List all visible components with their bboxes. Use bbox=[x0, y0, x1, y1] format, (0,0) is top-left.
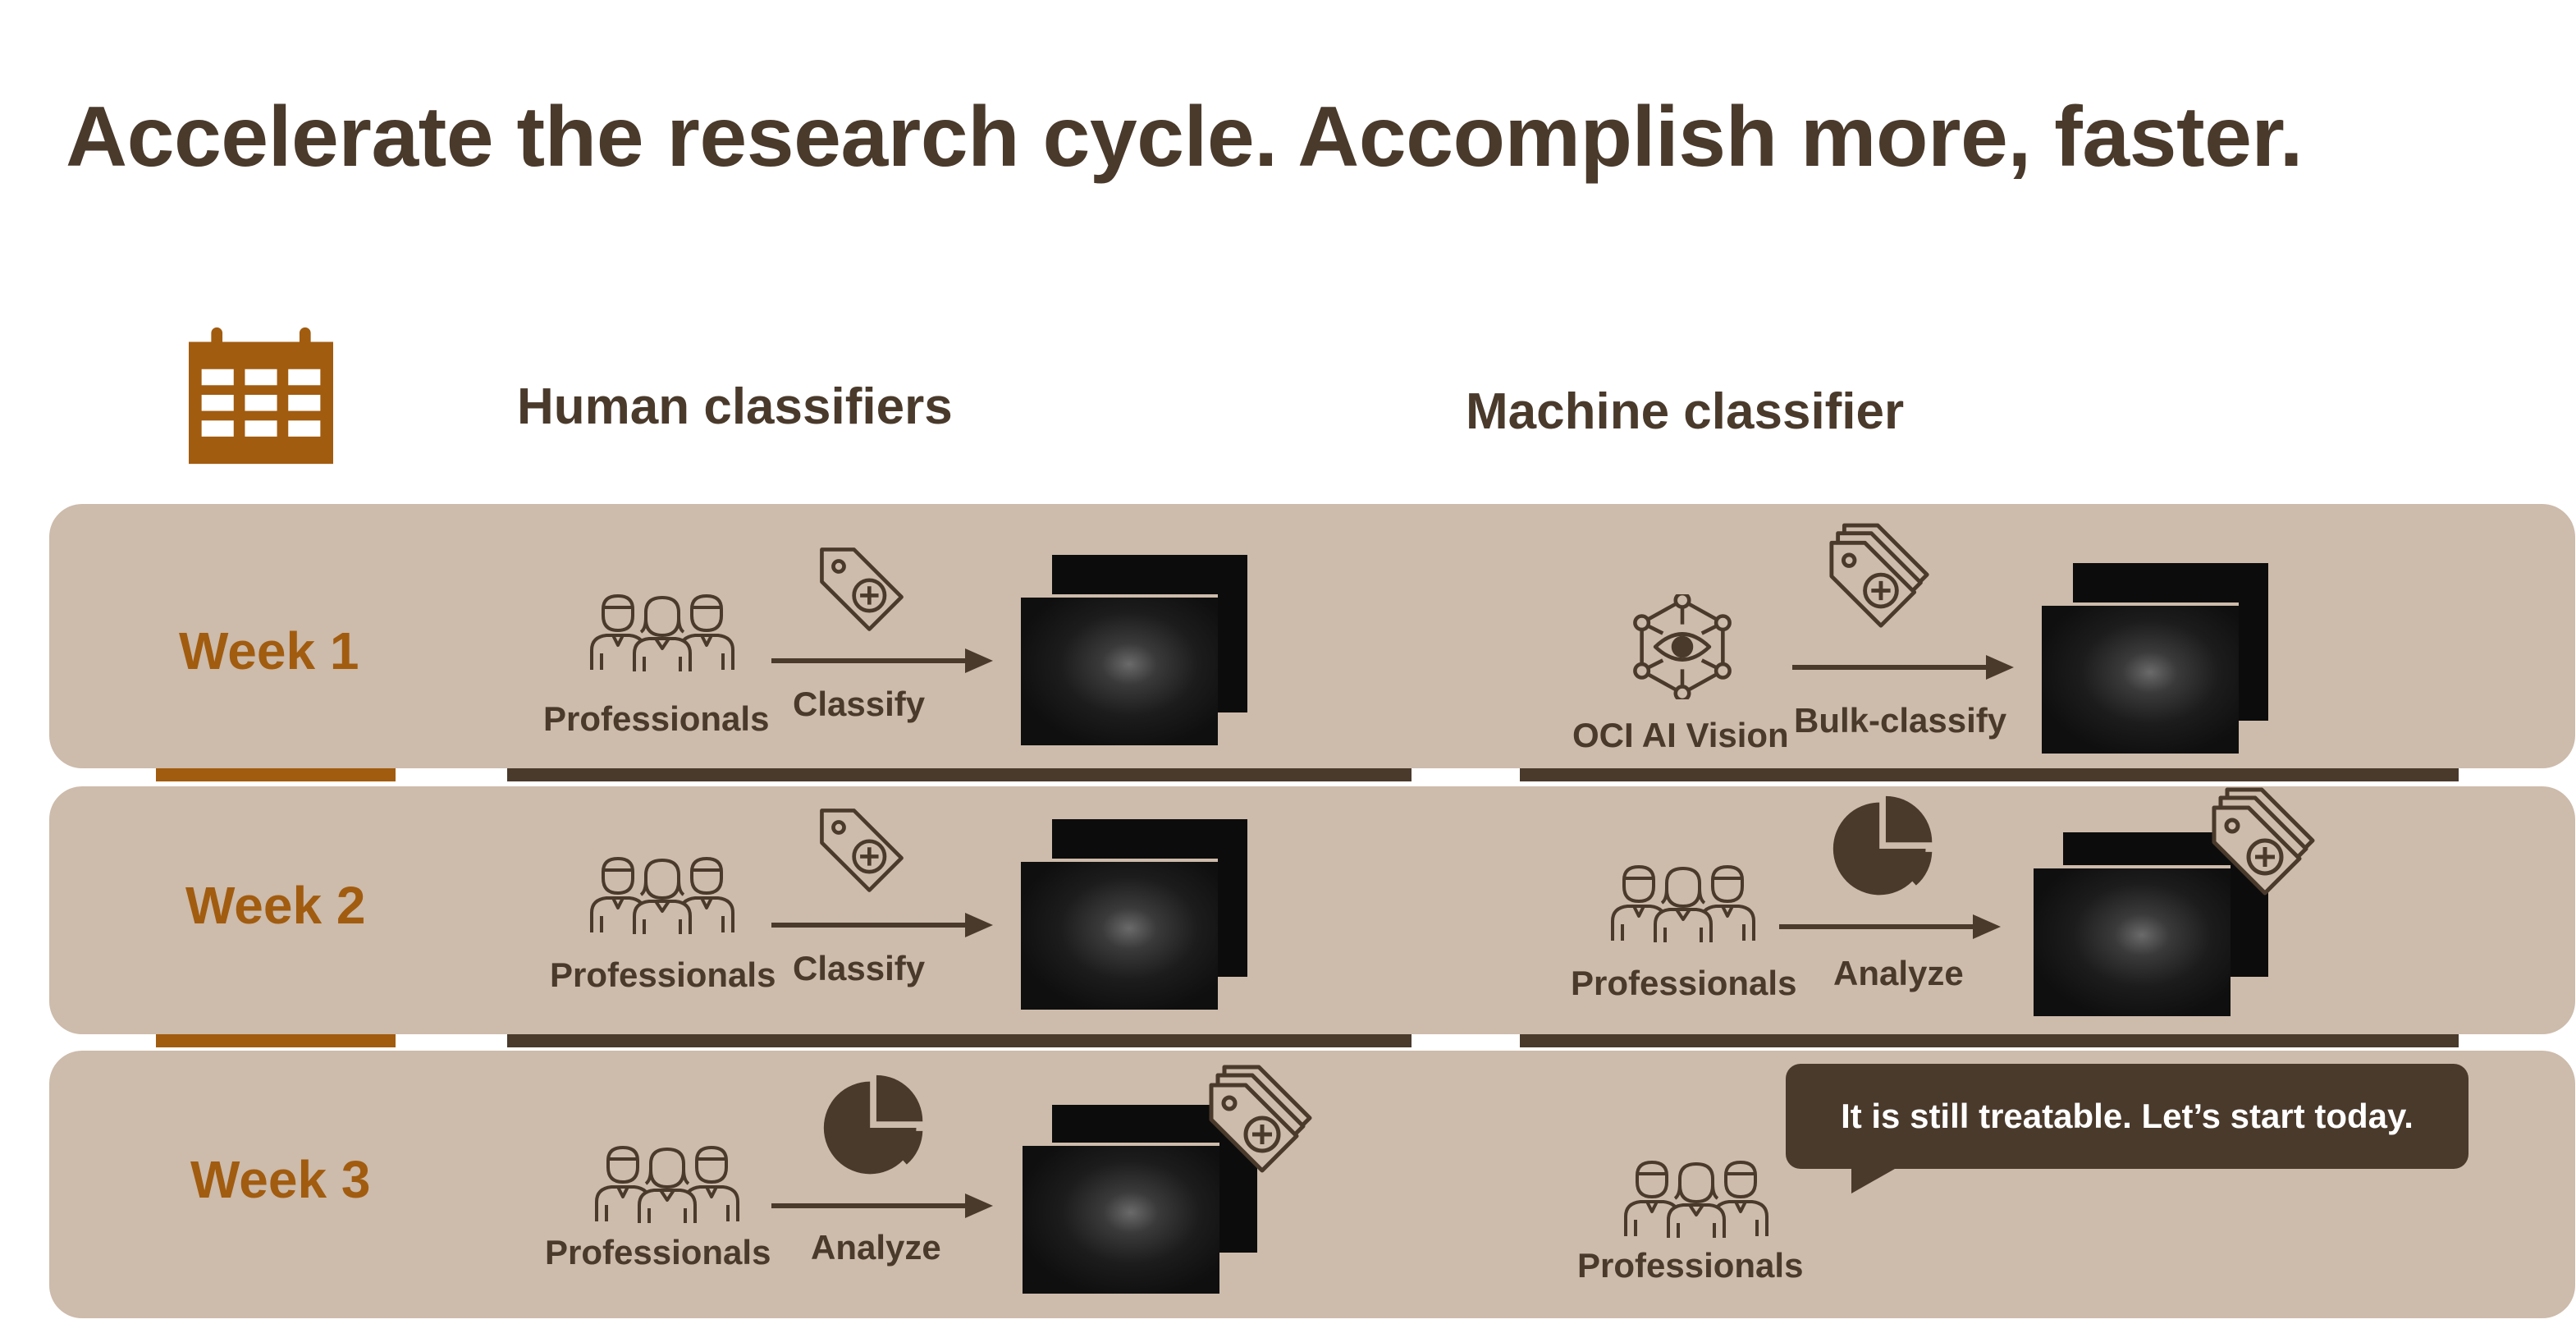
analyze-label: Analyze bbox=[1833, 954, 1964, 992]
arrow-icon bbox=[1779, 914, 2001, 939]
pie-chart-icon bbox=[819, 1072, 931, 1184]
oci-ai-vision-label: OCI AI Vision bbox=[1572, 716, 1789, 754]
speech-bubble: It is still treatable. Let’s start today… bbox=[1786, 1064, 2468, 1169]
tag-icon bbox=[816, 804, 908, 896]
bulk-classify-label: Bulk-classify bbox=[1794, 701, 2007, 740]
people-icon bbox=[1608, 862, 1758, 944]
human-classifiers-heading: Human classifiers bbox=[517, 378, 953, 435]
professionals-label: Professionals bbox=[1577, 1246, 1804, 1285]
arrow-icon bbox=[771, 1193, 993, 1218]
image-stack bbox=[1018, 819, 1247, 1010]
professionals-label: Professionals bbox=[543, 699, 770, 738]
classify-label: Classify bbox=[793, 949, 926, 987]
machine-separator bbox=[1520, 1034, 2459, 1047]
image-stack bbox=[2038, 563, 2268, 754]
people-icon bbox=[588, 854, 737, 936]
classify-label: Classify bbox=[793, 685, 926, 723]
pie-chart-icon bbox=[1828, 793, 1940, 905]
speech-bubble-tail bbox=[1851, 1166, 1901, 1193]
analyze-label: Analyze bbox=[811, 1228, 941, 1267]
tags-icon bbox=[1208, 1064, 1315, 1179]
image-stack bbox=[1019, 1105, 1257, 1294]
human-separator bbox=[507, 1034, 1412, 1047]
tags-icon bbox=[2211, 786, 2317, 901]
professionals-label: Professionals bbox=[545, 1233, 771, 1271]
arrow-icon bbox=[771, 913, 993, 937]
tags-icon bbox=[1828, 522, 1932, 634]
arrow-icon bbox=[771, 648, 993, 673]
page-title: Accelerate the research cycle. Accomplis… bbox=[66, 89, 2304, 185]
calendar-icon bbox=[189, 327, 333, 465]
arrow-icon bbox=[1792, 655, 2014, 680]
week-1-label: Week 1 bbox=[179, 621, 359, 680]
professionals-label: Professionals bbox=[1571, 964, 1797, 1002]
people-icon bbox=[593, 1143, 742, 1225]
week-separator bbox=[156, 768, 396, 781]
week-3-label: Week 3 bbox=[190, 1150, 371, 1209]
professionals-label: Professionals bbox=[550, 955, 776, 994]
machine-classifier-heading: Machine classifier bbox=[1466, 383, 1905, 440]
image-stack bbox=[1018, 555, 1247, 745]
machine-separator bbox=[1520, 768, 2459, 781]
ai-vision-icon bbox=[1630, 594, 1735, 699]
tag-icon bbox=[816, 543, 908, 635]
human-separator bbox=[507, 768, 1412, 781]
people-icon bbox=[1622, 1157, 1771, 1239]
week-2-label: Week 2 bbox=[185, 876, 366, 935]
week-separator bbox=[156, 1034, 396, 1047]
people-icon bbox=[588, 591, 737, 673]
